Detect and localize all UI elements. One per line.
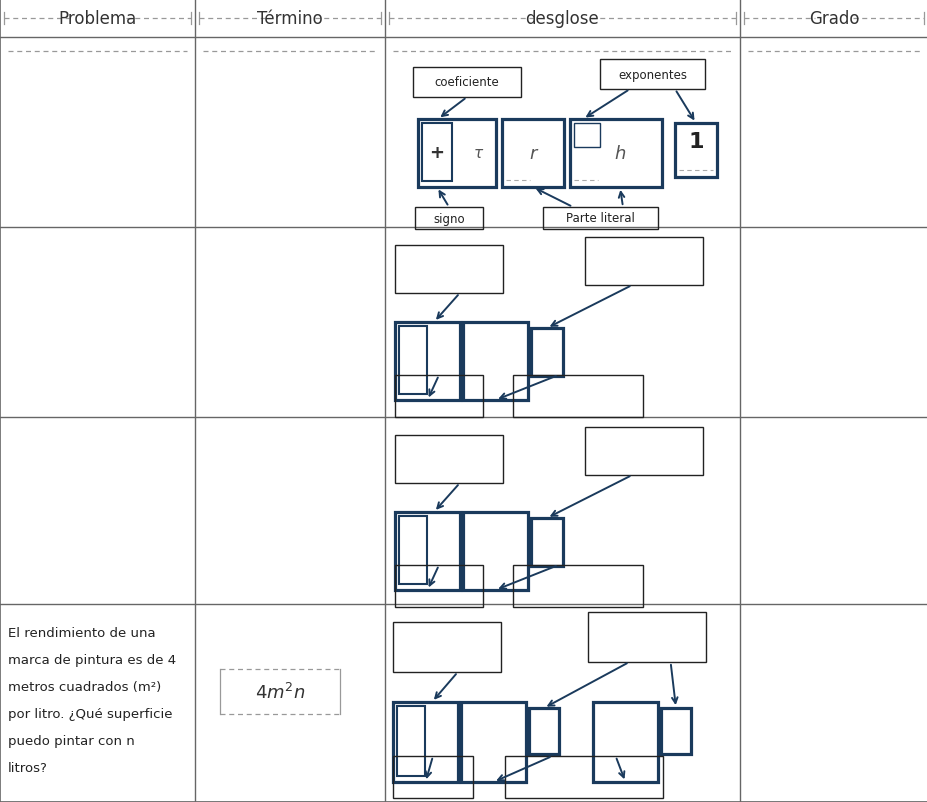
Bar xyxy=(574,124,600,148)
Bar xyxy=(674,124,717,178)
Bar xyxy=(513,375,642,418)
Bar xyxy=(528,708,558,754)
Bar xyxy=(461,702,526,782)
Bar xyxy=(530,329,563,376)
Text: signo: signo xyxy=(433,213,464,225)
Text: coeficiente: coeficiente xyxy=(434,76,499,89)
Text: h: h xyxy=(614,145,625,163)
Bar xyxy=(530,518,563,566)
Text: τ: τ xyxy=(473,146,482,161)
Text: litros?: litros? xyxy=(8,761,48,774)
Text: por litro. ¿Qué superficie: por litro. ¿Qué superficie xyxy=(8,707,172,720)
Bar xyxy=(417,119,495,188)
Bar xyxy=(422,124,451,182)
Text: 1: 1 xyxy=(688,132,703,152)
Bar xyxy=(392,756,473,798)
Text: Término: Término xyxy=(257,10,323,28)
Text: metros cuadrados (m²): metros cuadrados (m²) xyxy=(8,680,161,693)
Bar xyxy=(395,245,502,294)
Bar xyxy=(399,516,426,585)
Bar xyxy=(392,702,458,782)
Bar xyxy=(542,208,657,229)
Bar xyxy=(463,322,527,400)
Bar xyxy=(395,512,460,590)
Bar xyxy=(399,326,426,395)
Text: desglose: desglose xyxy=(525,10,599,28)
Text: Problema: Problema xyxy=(58,10,136,28)
Text: +: + xyxy=(429,144,444,162)
Text: El rendimiento de una: El rendimiento de una xyxy=(8,626,156,639)
Text: Grado: Grado xyxy=(807,10,858,28)
Text: Parte literal: Parte literal xyxy=(565,213,634,225)
Text: puedo pintar con n: puedo pintar con n xyxy=(8,734,134,747)
Bar xyxy=(392,622,501,672)
Bar xyxy=(395,322,460,400)
Text: $4m^2n$: $4m^2n$ xyxy=(255,682,305,702)
Bar xyxy=(414,208,482,229)
Bar xyxy=(397,706,425,776)
Bar xyxy=(502,119,564,188)
Bar xyxy=(413,68,520,98)
Bar xyxy=(592,702,657,782)
Bar xyxy=(513,565,642,607)
Text: exponentes: exponentes xyxy=(617,68,686,81)
Bar xyxy=(395,375,482,418)
Bar xyxy=(584,237,703,286)
Bar xyxy=(395,565,482,607)
Bar xyxy=(395,435,502,484)
Bar xyxy=(569,119,661,188)
Bar xyxy=(600,60,705,90)
Bar xyxy=(660,708,691,754)
Text: marca de pintura es de 4: marca de pintura es de 4 xyxy=(8,653,176,666)
Bar xyxy=(584,427,703,476)
Bar xyxy=(588,612,705,662)
Bar xyxy=(504,756,662,798)
Text: r: r xyxy=(528,145,536,163)
Bar xyxy=(463,512,527,590)
